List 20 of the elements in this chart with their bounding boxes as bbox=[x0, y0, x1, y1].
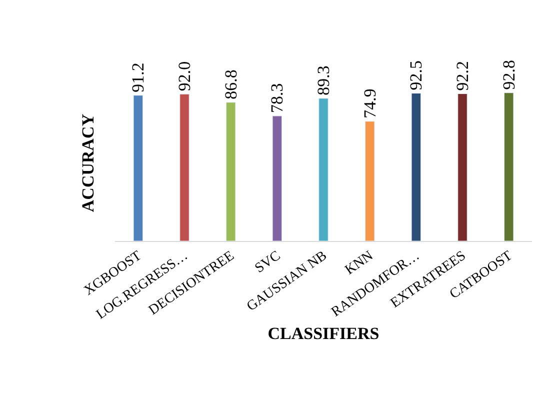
data-label: 86.8 bbox=[221, 70, 240, 100]
data-label: 92.8 bbox=[499, 60, 518, 90]
data-label: 74.9 bbox=[360, 88, 380, 118]
y-axis-title: ACCURACY bbox=[78, 114, 98, 212]
bar bbox=[180, 94, 190, 241]
bar bbox=[133, 95, 144, 241]
x-axis-title: CLASSIFIERS bbox=[268, 324, 380, 344]
bar bbox=[458, 94, 468, 241]
bar bbox=[504, 92, 514, 241]
bar bbox=[411, 93, 422, 241]
bar bbox=[272, 116, 282, 241]
data-label: 92.5 bbox=[406, 60, 426, 90]
data-label: 89.3 bbox=[314, 66, 333, 96]
data-label: 78.3 bbox=[268, 83, 287, 113]
data-label: 91.2 bbox=[128, 62, 148, 92]
bar bbox=[364, 121, 375, 241]
data-label: 92.0 bbox=[175, 61, 194, 92]
bar bbox=[318, 98, 328, 241]
data-label: 92.2 bbox=[453, 61, 472, 91]
bar bbox=[226, 102, 236, 241]
